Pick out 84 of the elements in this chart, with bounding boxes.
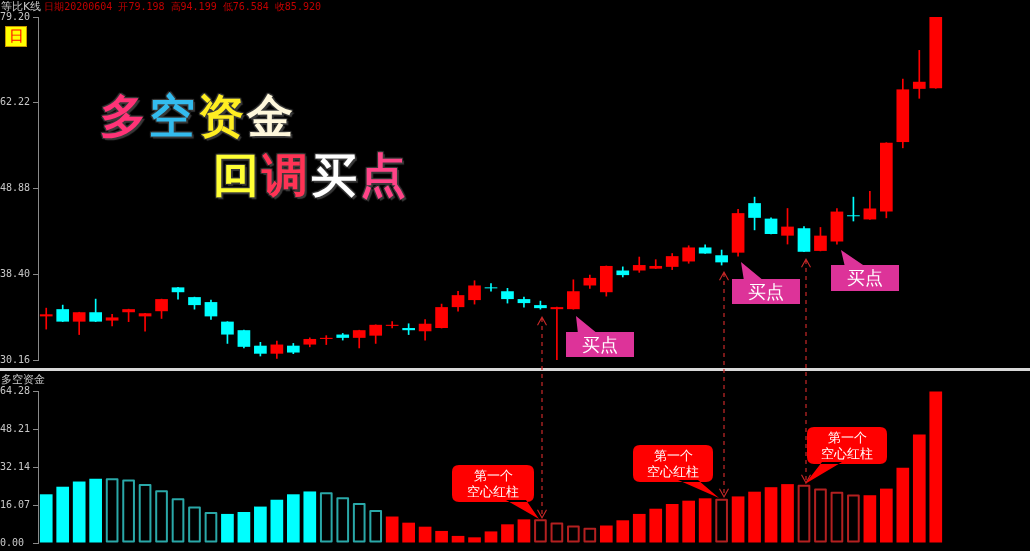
- bar: [682, 500, 696, 543]
- bar: [632, 513, 646, 543]
- bar: [797, 484, 811, 543]
- annotation: 第一个空心红柱: [646, 447, 700, 480]
- bar: [188, 506, 201, 543]
- candlestick: [550, 306, 564, 360]
- annotation: 第一个空心红柱: [466, 467, 520, 500]
- bar: [781, 484, 794, 543]
- bar: [72, 481, 86, 543]
- bar: [352, 503, 366, 543]
- chart-subtitle: 日期20200604 开79.198 高94.199 低76.584 收85.920: [44, 0, 321, 13]
- bar: [896, 467, 910, 543]
- bar: [484, 531, 498, 543]
- annotation: 买点: [582, 333, 618, 356]
- annotation: 买点: [748, 280, 784, 303]
- annotation: 回调买点: [213, 148, 409, 202]
- bar: [385, 516, 399, 543]
- bar: [764, 487, 778, 543]
- bar: [814, 488, 827, 543]
- y-tick-label: 64.28: [0, 384, 31, 396]
- bar: [929, 391, 943, 543]
- bar: [468, 537, 481, 543]
- candlestick: [138, 312, 152, 332]
- bar: [254, 506, 267, 543]
- y-tick-label: 32.14: [0, 460, 31, 472]
- bar: [912, 434, 926, 543]
- bar: [402, 522, 415, 543]
- y-tick-label: 16.07: [0, 498, 31, 510]
- bar: [451, 535, 465, 543]
- annotation: 多空资金: [100, 89, 296, 143]
- chart-title: 多空资金: [1, 373, 45, 386]
- bar: [583, 527, 597, 543]
- bar: [435, 530, 448, 543]
- y-tick-label: 0.00: [0, 536, 25, 548]
- bar: [534, 519, 547, 543]
- text: 日: [5, 26, 27, 47]
- bar: [698, 498, 712, 543]
- bar: [39, 494, 53, 543]
- candlestick: [484, 283, 498, 292]
- candlestick: [39, 307, 53, 330]
- bar: [286, 494, 300, 543]
- bar: [731, 496, 745, 543]
- candlestick: [319, 335, 333, 345]
- bar: [204, 512, 218, 543]
- chart-title: 等比K线: [1, 0, 42, 13]
- bar: [715, 498, 728, 543]
- bar: [122, 479, 135, 543]
- bar: [863, 495, 877, 543]
- bar: [501, 524, 514, 543]
- y-tick-label: 62.22: [0, 96, 31, 108]
- bar: [830, 491, 844, 543]
- bar: [303, 491, 317, 543]
- bar: [665, 503, 679, 543]
- candlestick: [385, 321, 399, 329]
- bar: [155, 490, 168, 543]
- y-tick-label: 79.20: [0, 10, 31, 22]
- bar: [880, 488, 893, 543]
- y-tick-label: 48.88: [0, 182, 31, 194]
- bar: [270, 499, 284, 543]
- bar: [221, 513, 234, 543]
- bar: [89, 478, 102, 543]
- bar: [599, 525, 613, 543]
- annotation: 第一个空心红柱: [820, 429, 874, 462]
- bar: [336, 497, 350, 543]
- bar: [138, 484, 152, 543]
- bar: [649, 508, 663, 543]
- bar: [748, 491, 761, 543]
- bar: [319, 492, 333, 543]
- bar: [567, 525, 580, 543]
- y-tick-label: 30.16: [0, 353, 31, 365]
- bar: [616, 520, 630, 543]
- bar: [56, 486, 70, 543]
- y-tick-label: 48.21: [0, 422, 31, 434]
- candlestick: [912, 50, 926, 99]
- bar: [517, 519, 531, 543]
- bar: [369, 509, 383, 543]
- y-tick-label: 38.40: [0, 267, 31, 279]
- bar: [171, 498, 185, 543]
- bar: [105, 478, 119, 543]
- bar: [847, 494, 860, 543]
- annotation: 买点: [847, 267, 883, 289]
- bar: [237, 512, 251, 543]
- bar: [418, 526, 432, 543]
- bar: [550, 522, 564, 543]
